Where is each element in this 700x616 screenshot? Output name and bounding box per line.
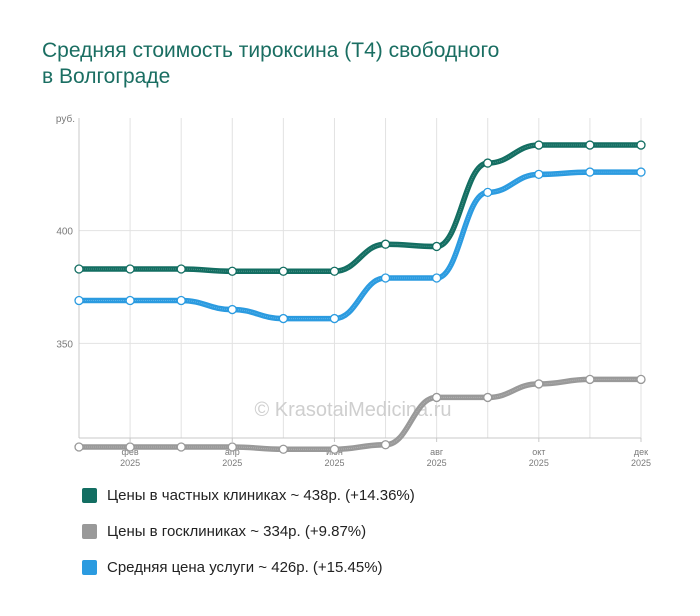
- series-1-point-6: [380, 440, 391, 450]
- legend-swatch-private: [82, 487, 97, 503]
- legend-item-public[interactable]: Цены в госклиниках ~ 334р. (+9.87%): [82, 522, 415, 540]
- series-2-point-5: [329, 313, 340, 324]
- series-2-point-2: [176, 295, 186, 306]
- watermark: © KrasotaiMedicina.ru: [254, 399, 451, 421]
- legend-item-private[interactable]: Цены в частных клиниках ~ 438р. (+14.36%…: [82, 486, 415, 504]
- x-tick-year-1: 2025: [120, 458, 140, 468]
- series-2-point-10: [585, 167, 595, 177]
- series-0-point-1: [125, 264, 135, 274]
- chart-title-line-2: в Волгограде: [42, 65, 171, 88]
- series-2-point-0: [74, 295, 84, 306]
- series-1-point-9: [534, 379, 544, 389]
- series-2-point-4: [278, 313, 289, 324]
- x-tick-year-5: 2025: [324, 458, 344, 468]
- x-tick-label-1: фев: [121, 447, 138, 457]
- series-2-point-7: [431, 273, 442, 283]
- legend-label-private: Цены в частных клиниках ~ 438р. (+14.36%…: [107, 486, 415, 504]
- series-0-point-7: [431, 241, 442, 252]
- series-line-0: [76, 142, 644, 274]
- series-0-point-9: [534, 140, 544, 150]
- series-2-point-9: [534, 169, 544, 179]
- series-2-point-3: [227, 304, 237, 315]
- x-tick-label-7: авг: [430, 447, 444, 457]
- series-0-point-4: [278, 266, 289, 276]
- series-2-point-6: [380, 273, 391, 283]
- x-tick-year-11: 2025: [631, 458, 651, 468]
- series-1-point-1: [125, 442, 135, 452]
- series-line-2: [76, 169, 644, 322]
- series-1-point-11: [636, 374, 646, 385]
- legend-label-public: Цены в госклиниках ~ 334р. (+9.87%): [107, 522, 367, 540]
- legend: Цены в частных клиниках ~ 438р. (+14.36%…: [82, 486, 415, 594]
- line-chart: руб.350400фев2025апр2025июн2025авг2025ок…: [56, 113, 651, 468]
- series-0-point-5: [329, 266, 340, 276]
- series-1-point-0: [74, 442, 84, 452]
- series-0-point-11: [636, 140, 646, 150]
- legend-swatch-average: [82, 559, 97, 575]
- series-0-point-2: [176, 264, 186, 274]
- y-unit-label: руб.: [56, 113, 75, 125]
- series-1-point-8: [483, 392, 493, 403]
- x-tick-year-9: 2025: [529, 458, 549, 468]
- x-tick-label-11: дек: [634, 447, 648, 457]
- series-0-point-10: [585, 140, 595, 150]
- series-0-point-6: [380, 239, 391, 249]
- series-line-texture-0: [79, 144, 641, 272]
- series-2-point-1: [125, 295, 135, 306]
- series-1-point-4: [278, 444, 289, 454]
- series-1-point-5: [329, 444, 340, 454]
- x-tick-label-9: окт: [532, 447, 545, 457]
- y-tick-label-350: 350: [56, 339, 73, 350]
- chart-title-line-1: Средняя стоимость тироксина (Т4) свободн…: [42, 39, 500, 62]
- series-1-point-2: [176, 442, 186, 452]
- series-1-point-7: [431, 392, 442, 403]
- x-tick-label-3: апр: [225, 447, 240, 457]
- legend-label-average: Средняя цена услуги ~ 426р. (+15.45%): [107, 558, 383, 576]
- x-tick-year-7: 2025: [427, 458, 447, 468]
- chart-title: Средняя стоимость тироксина (Т4) свободн…: [42, 38, 662, 90]
- legend-item-average[interactable]: Средняя цена услуги ~ 426р. (+15.45%): [82, 558, 415, 576]
- legend-swatch-public: [82, 523, 97, 539]
- series-1-point-10: [585, 374, 595, 385]
- series-2-point-11: [636, 167, 646, 177]
- series-1-point-3: [227, 442, 237, 452]
- series-0-point-8: [483, 158, 493, 168]
- x-tick-year-3: 2025: [222, 458, 242, 468]
- series-0-point-3: [227, 266, 237, 276]
- series-0-point-0: [74, 264, 84, 274]
- y-tick-label-400: 400: [56, 227, 73, 238]
- series-2-point-8: [483, 187, 493, 198]
